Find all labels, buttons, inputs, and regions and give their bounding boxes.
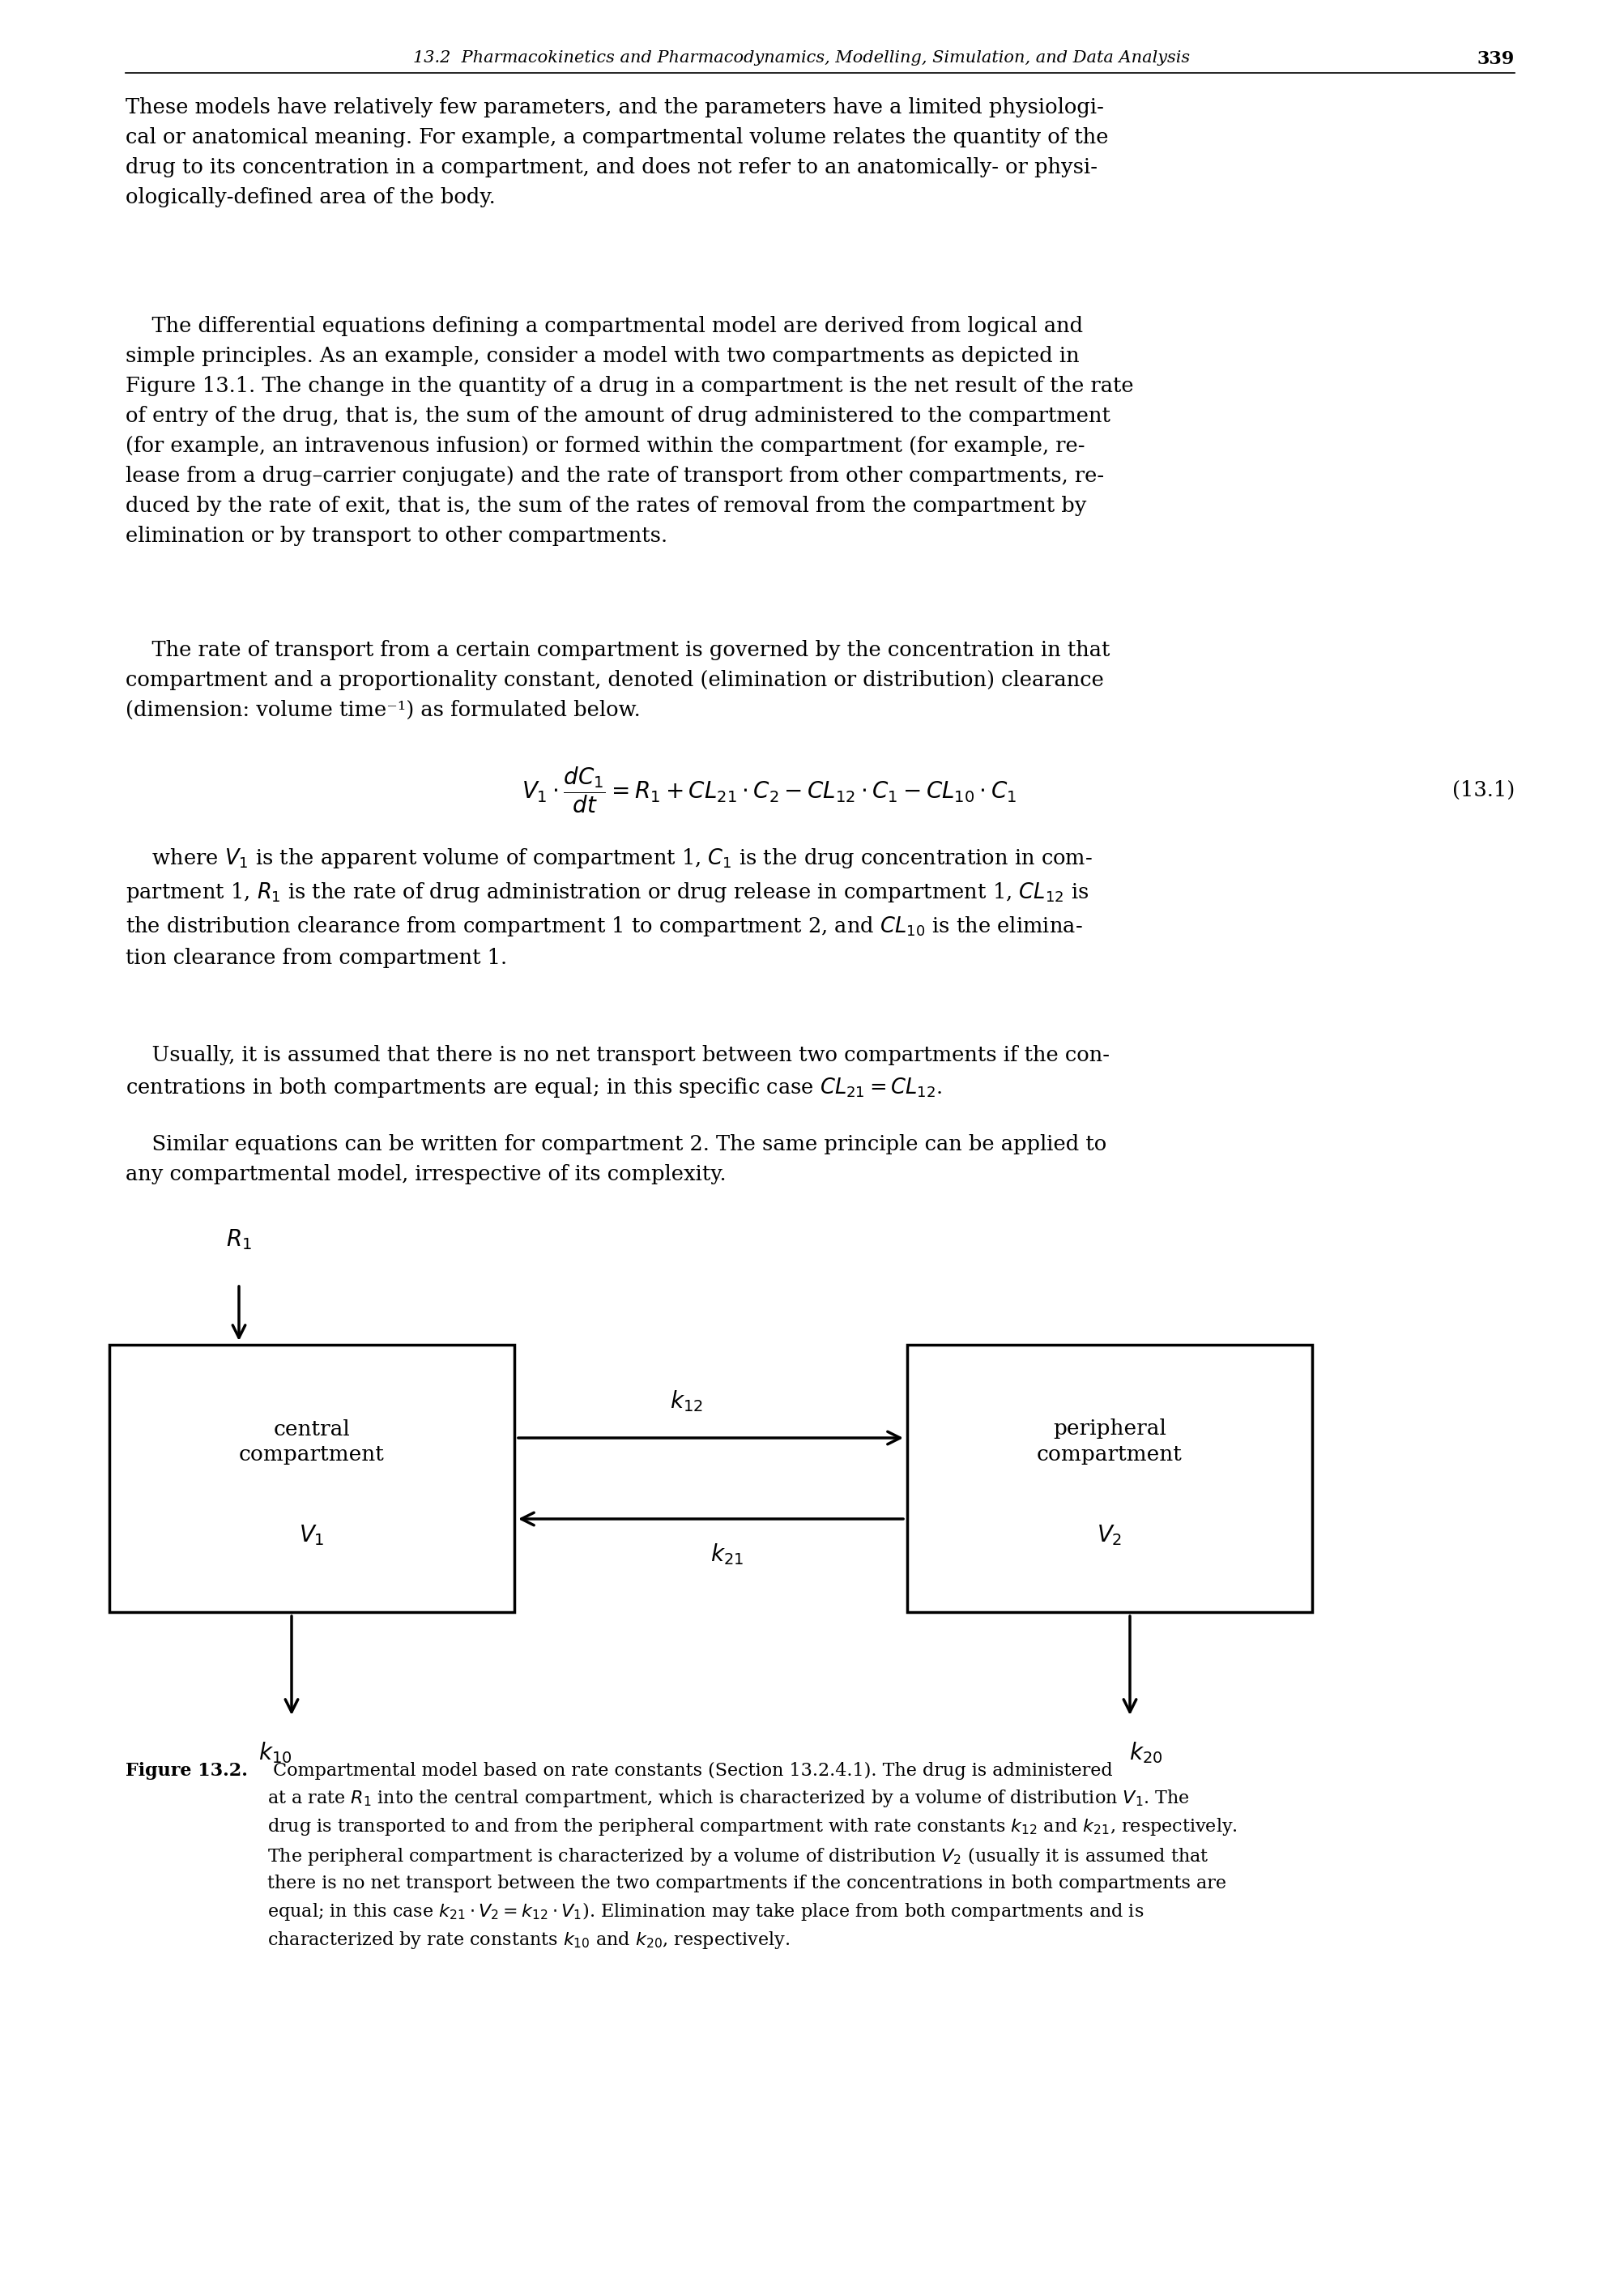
Text: $V_1$: $V_1$ [299, 1524, 325, 1547]
Bar [109, 1345, 515, 1611]
Text: $k_{20}$: $k_{20}$ [1129, 1740, 1163, 1765]
Text: Figure 13.2.: Figure 13.2. [125, 1763, 248, 1781]
Text: peripheral
compartment: peripheral compartment [1036, 1418, 1182, 1464]
Text: $R_1$: $R_1$ [226, 1228, 252, 1251]
Text: 13.2  Pharmacokinetics and Pharmacodynamics, Modelling, Simulation, and Data Ana: 13.2 Pharmacokinetics and Pharmacodynami… [414, 50, 1190, 67]
Text: (13.1): (13.1) [1452, 780, 1515, 801]
Text: $V_2$: $V_2$ [1096, 1524, 1122, 1547]
Text: where $V_1$ is the apparent volume of compartment 1, $C_1$ is the drug concentra: where $V_1$ is the apparent volume of co… [125, 847, 1093, 968]
Text: $k_{12}$: $k_{12}$ [671, 1388, 703, 1414]
Text: 339: 339 [1478, 50, 1515, 69]
Text: $k_{10}$: $k_{10}$ [258, 1740, 292, 1765]
Text: Usually, it is assumed that there is no net transport between two compartments i: Usually, it is assumed that there is no … [125, 1044, 1109, 1099]
Text: Similar equations can be written for compartment 2. The same principle can be ap: Similar equations can be written for com… [125, 1134, 1106, 1184]
Text: Compartmental model based on rate constants (Section 13.2.4.1). The drug is admi: Compartmental model based on rate consta… [268, 1763, 1237, 1951]
Text: $V_1 \cdot \dfrac{dC_1}{dt} = R_1 + CL_{21} \cdot C_2 - CL_{12} \cdot C_1 - CL_{: $V_1 \cdot \dfrac{dC_1}{dt} = R_1 + CL_{… [521, 764, 1017, 815]
Text: $k_{21}$: $k_{21}$ [710, 1542, 744, 1567]
Text: The rate of transport from a certain compartment is governed by the concentratio: The rate of transport from a certain com… [125, 640, 1109, 721]
Text: These models have relatively few parameters, and the parameters have a limited p: These models have relatively few paramet… [125, 96, 1109, 207]
Text: central
compartment: central compartment [239, 1418, 385, 1464]
Bar [908, 1345, 1312, 1611]
Text: The differential equations defining a compartmental model are derived from logic: The differential equations defining a co… [125, 317, 1134, 546]
